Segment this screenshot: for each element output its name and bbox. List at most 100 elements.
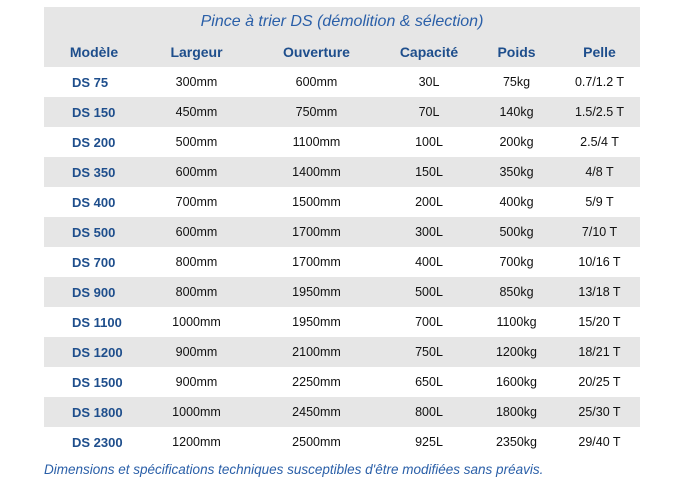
cell-weight: 400kg — [474, 187, 559, 217]
cell-width: 600mm — [144, 157, 249, 187]
cell-width: 1200mm — [144, 427, 249, 457]
cell-excavator: 20/25 T — [559, 367, 640, 397]
table-row: DS 1200 900mm 2100mm 750L 1200kg 18/21 T — [44, 337, 640, 367]
cell-excavator: 0.7/1.2 T — [559, 67, 640, 97]
cell-weight: 2350kg — [474, 427, 559, 457]
cell-opening: 2500mm — [249, 427, 384, 457]
cell-capacity: 150L — [384, 157, 474, 187]
spec-table-container: Pince à trier DS (démolition & sélection… — [44, 7, 640, 457]
column-header-model: Modèle — [44, 37, 144, 67]
cell-capacity: 700L — [384, 307, 474, 337]
cell-capacity: 300L — [384, 217, 474, 247]
column-header-opening: Ouverture — [249, 37, 384, 67]
table-row: DS 350 600mm 1400mm 150L 350kg 4/8 T — [44, 157, 640, 187]
cell-opening: 1700mm — [249, 217, 384, 247]
cell-width: 900mm — [144, 337, 249, 367]
cell-width: 300mm — [144, 67, 249, 97]
cell-width: 700mm — [144, 187, 249, 217]
cell-excavator: 7/10 T — [559, 217, 640, 247]
table-row: DS 700 800mm 1700mm 400L 700kg 10/16 T — [44, 247, 640, 277]
cell-model: DS 1200 — [44, 337, 144, 367]
cell-model: DS 150 — [44, 97, 144, 127]
cell-excavator: 29/40 T — [559, 427, 640, 457]
cell-model: DS 1100 — [44, 307, 144, 337]
cell-excavator: 5/9 T — [559, 187, 640, 217]
table-row: DS 2300 1200mm 2500mm 925L 2350kg 29/40 T — [44, 427, 640, 457]
table-row: DS 500 600mm 1700mm 300L 500kg 7/10 T — [44, 217, 640, 247]
column-header-weight: Poids — [474, 37, 559, 67]
cell-width: 500mm — [144, 127, 249, 157]
cell-opening: 2100mm — [249, 337, 384, 367]
cell-opening: 1100mm — [249, 127, 384, 157]
cell-excavator: 4/8 T — [559, 157, 640, 187]
cell-capacity: 400L — [384, 247, 474, 277]
cell-weight: 700kg — [474, 247, 559, 277]
cell-weight: 500kg — [474, 217, 559, 247]
cell-model: DS 700 — [44, 247, 144, 277]
cell-model: DS 900 — [44, 277, 144, 307]
cell-weight: 140kg — [474, 97, 559, 127]
cell-weight: 850kg — [474, 277, 559, 307]
cell-model: DS 500 — [44, 217, 144, 247]
cell-model: DS 200 — [44, 127, 144, 157]
cell-excavator: 13/18 T — [559, 277, 640, 307]
cell-opening: 600mm — [249, 67, 384, 97]
table-title: Pince à trier DS (démolition & sélection… — [44, 7, 640, 37]
table-row: DS 900 800mm 1950mm 500L 850kg 13/18 T — [44, 277, 640, 307]
cell-model: DS 2300 — [44, 427, 144, 457]
table-body: DS 75 300mm 600mm 30L 75kg 0.7/1.2 T DS 150 450… — [44, 67, 640, 457]
table-row: DS 400 700mm 1500mm 200L 400kg 5/9 T — [44, 187, 640, 217]
table-row: DS 1100 1000mm 1950mm 700L 1100kg 15/20 T — [44, 307, 640, 337]
spec-table: Modèle Largeur Ouverture Capacité Poids … — [44, 37, 640, 457]
column-header-capacity: Capacité — [384, 37, 474, 67]
cell-width: 800mm — [144, 277, 249, 307]
cell-opening: 1950mm — [249, 277, 384, 307]
column-header-excavator: Pelle — [559, 37, 640, 67]
cell-weight: 1100kg — [474, 307, 559, 337]
cell-model: DS 350 — [44, 157, 144, 187]
cell-capacity: 800L — [384, 397, 474, 427]
table-row: DS 1500 900mm 2250mm 650L 1600kg 20/25 T — [44, 367, 640, 397]
cell-model: DS 1800 — [44, 397, 144, 427]
cell-opening: 1400mm — [249, 157, 384, 187]
cell-capacity: 30L — [384, 67, 474, 97]
table-row: DS 200 500mm 1100mm 100L 200kg 2.5/4 T — [44, 127, 640, 157]
cell-weight: 1800kg — [474, 397, 559, 427]
cell-capacity: 200L — [384, 187, 474, 217]
cell-excavator: 15/20 T — [559, 307, 640, 337]
cell-opening: 1700mm — [249, 247, 384, 277]
table-row: DS 1800 1000mm 2450mm 800L 1800kg 25/30 T — [44, 397, 640, 427]
cell-capacity: 500L — [384, 277, 474, 307]
cell-capacity: 650L — [384, 367, 474, 397]
cell-weight: 1600kg — [474, 367, 559, 397]
footnote: Dimensions et spécifications techniques … — [44, 462, 544, 477]
cell-capacity: 70L — [384, 97, 474, 127]
cell-width: 1000mm — [144, 307, 249, 337]
cell-opening: 1950mm — [249, 307, 384, 337]
cell-width: 1000mm — [144, 397, 249, 427]
cell-capacity: 925L — [384, 427, 474, 457]
cell-excavator: 18/21 T — [559, 337, 640, 367]
cell-width: 450mm — [144, 97, 249, 127]
cell-opening: 1500mm — [249, 187, 384, 217]
table-row: DS 150 450mm 750mm 70L 140kg 1.5/2.5 T — [44, 97, 640, 127]
cell-capacity: 750L — [384, 337, 474, 367]
cell-opening: 2450mm — [249, 397, 384, 427]
cell-model: DS 1500 — [44, 367, 144, 397]
cell-opening: 750mm — [249, 97, 384, 127]
cell-excavator: 25/30 T — [559, 397, 640, 427]
cell-weight: 75kg — [474, 67, 559, 97]
cell-model: DS 75 — [44, 67, 144, 97]
cell-width: 600mm — [144, 217, 249, 247]
cell-excavator: 10/16 T — [559, 247, 640, 277]
cell-weight: 200kg — [474, 127, 559, 157]
table-row: DS 75 300mm 600mm 30L 75kg 0.7/1.2 T — [44, 67, 640, 97]
cell-width: 900mm — [144, 367, 249, 397]
cell-capacity: 100L — [384, 127, 474, 157]
header-row: Modèle Largeur Ouverture Capacité Poids … — [44, 37, 640, 67]
cell-width: 800mm — [144, 247, 249, 277]
cell-weight: 350kg — [474, 157, 559, 187]
cell-excavator: 1.5/2.5 T — [559, 97, 640, 127]
cell-weight: 1200kg — [474, 337, 559, 367]
column-header-width: Largeur — [144, 37, 249, 67]
